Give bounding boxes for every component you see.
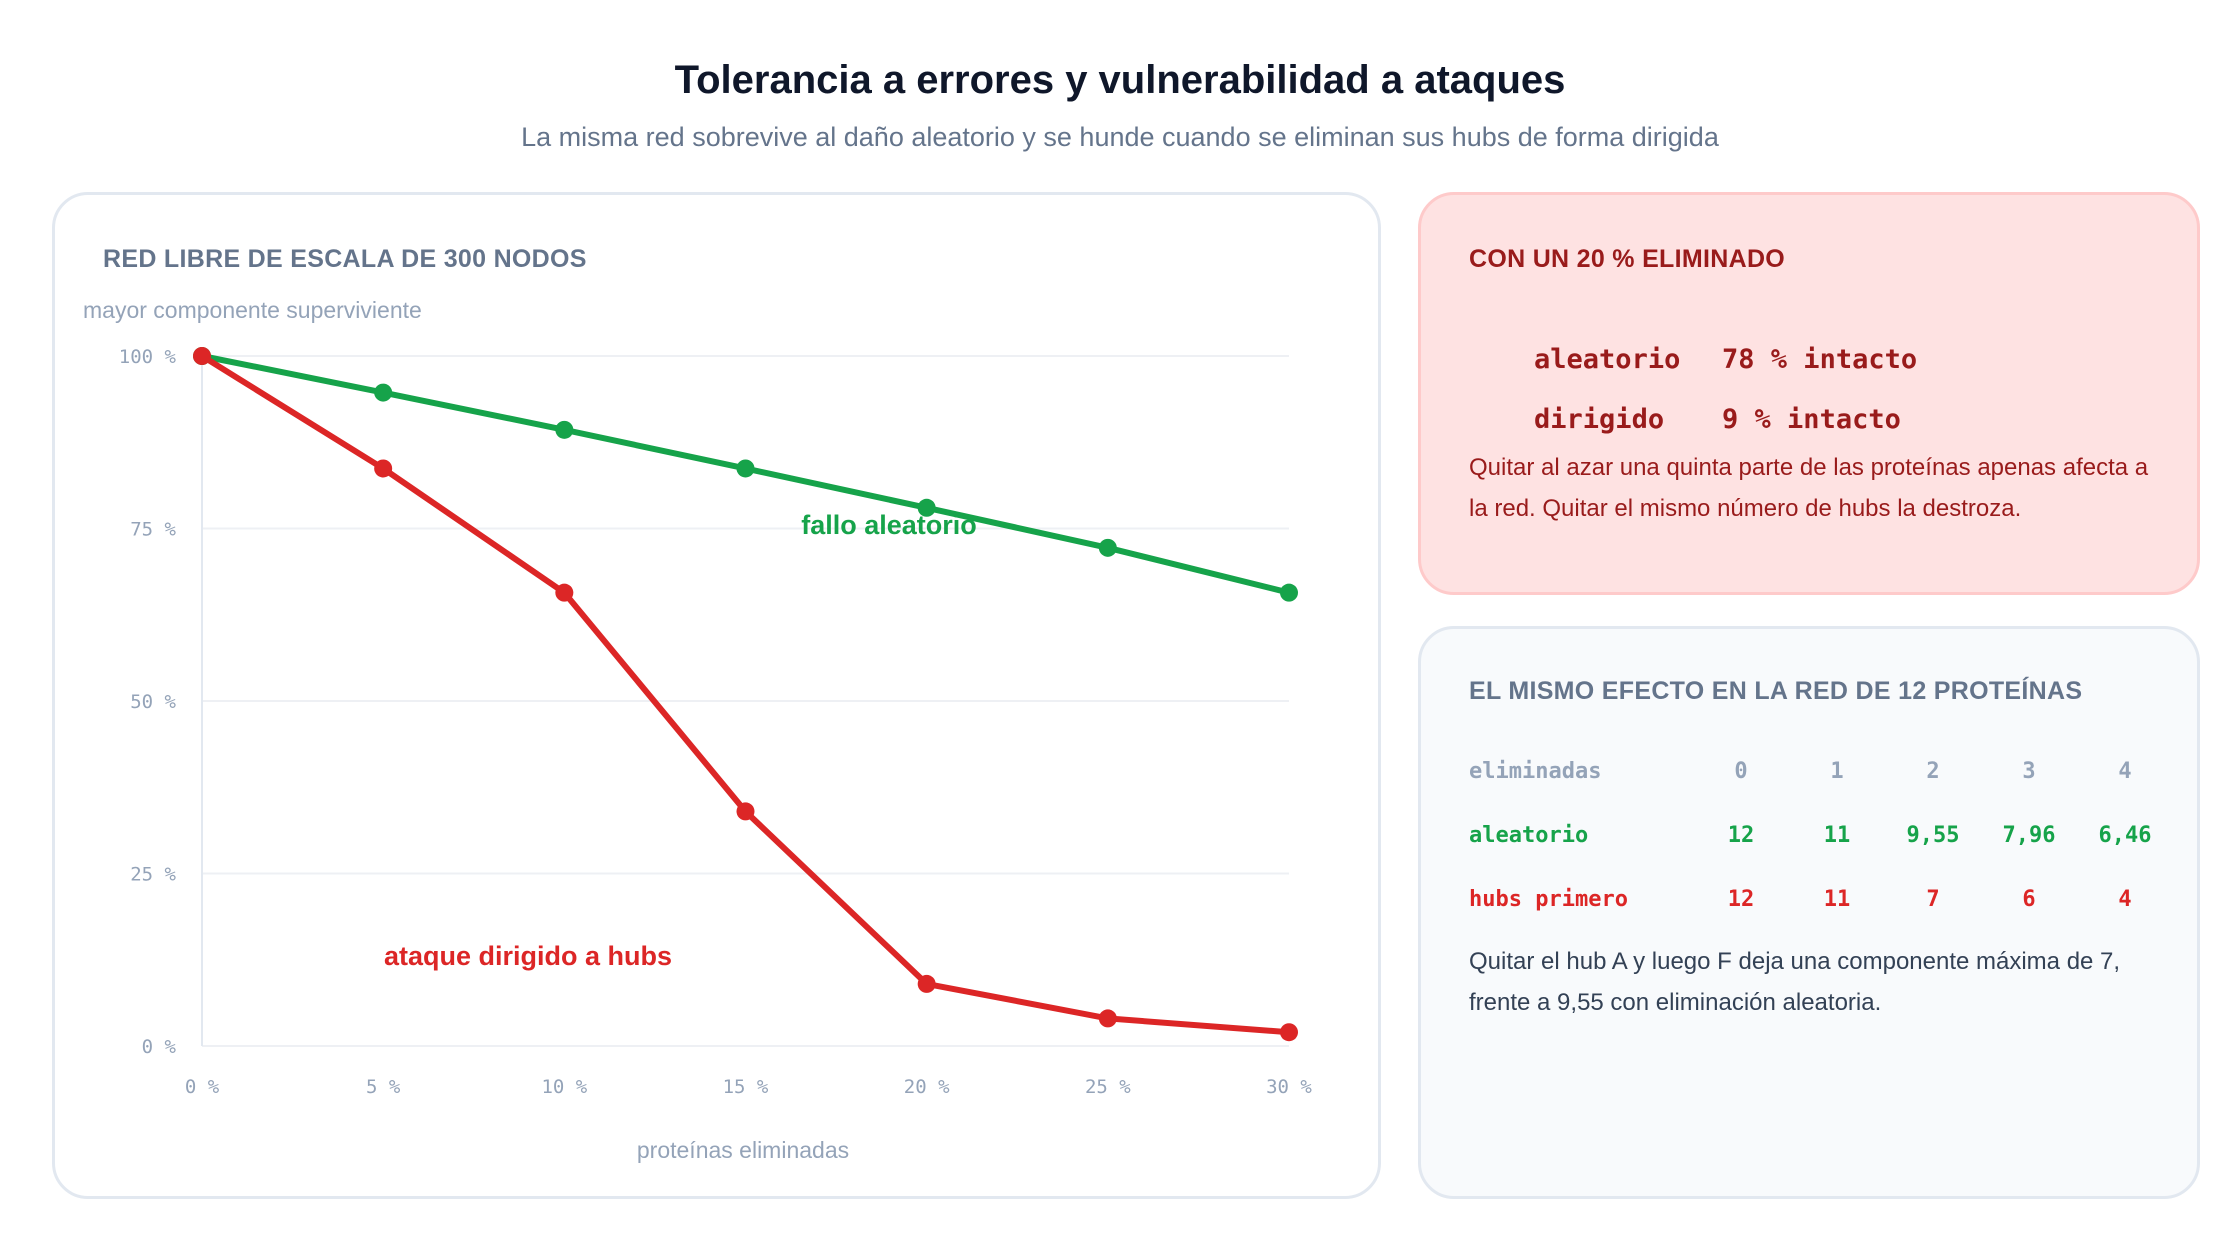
data-point bbox=[736, 802, 755, 821]
y-tick-label: 25 % bbox=[130, 864, 176, 886]
data-point bbox=[917, 974, 936, 993]
comparison-card: EL MISMO EFECTO EN LA RED DE 12 PROTEÍNA… bbox=[1418, 626, 2200, 1199]
data-point bbox=[374, 459, 393, 478]
stat-label: dirigido bbox=[1534, 404, 1665, 435]
stat-value: 9 % intacto bbox=[1722, 404, 1901, 435]
data-point bbox=[374, 383, 393, 402]
table-header-cell: 3 bbox=[2022, 758, 2036, 784]
table-row-random: aleatorio 12 11 9,55 7,96 6,46 bbox=[1469, 803, 2173, 867]
table-cell: aleatorio bbox=[1469, 822, 1589, 848]
x-axis-label: proteínas eliminadas bbox=[637, 1137, 849, 1163]
table-header-cell: 1 bbox=[1830, 758, 1844, 784]
table-header-cell: 4 bbox=[2118, 758, 2132, 784]
data-point bbox=[736, 459, 755, 478]
table-header-row: eliminadas 0 1 2 3 4 bbox=[1469, 739, 2173, 803]
stat-row-targeted: dirigido 9 % intacto bbox=[1469, 373, 1901, 466]
comparison-table: eliminadas 0 1 2 3 4 aleatorio 12 11 9,5… bbox=[1469, 739, 2173, 931]
data-point bbox=[193, 347, 211, 365]
table-cell: 6,46 bbox=[2098, 822, 2152, 848]
series-label-random: fallo aleatorio bbox=[801, 510, 977, 540]
data-point bbox=[917, 498, 936, 517]
y-tick-label: 100 % bbox=[119, 346, 177, 368]
chart-card: RED LIBRE DE ESCALA DE 300 NODOS mayor c… bbox=[52, 192, 1381, 1199]
x-tick-label: 25 % bbox=[1085, 1076, 1131, 1098]
table-cell: 9,55 bbox=[1906, 822, 1960, 848]
page-title: Tolerancia a errores y vulnerabilidad a … bbox=[674, 58, 1566, 102]
table-cell: 12 bbox=[1727, 886, 1755, 912]
x-tick-label: 5 % bbox=[366, 1076, 401, 1098]
comparison-note: Quitar el hub A y luego F deja una compo… bbox=[1469, 948, 2121, 1016]
x-tick-label: 30 % bbox=[1266, 1076, 1312, 1098]
table-cell: 6 bbox=[2022, 886, 2036, 912]
table-header-cell: 2 bbox=[1926, 758, 1940, 784]
data-point bbox=[1280, 583, 1298, 602]
table-header-cell: 0 bbox=[1734, 758, 1748, 784]
x-tick-label: 15 % bbox=[723, 1076, 769, 1098]
table-cell: 4 bbox=[2118, 886, 2132, 912]
data-point bbox=[1280, 1023, 1298, 1042]
x-tick-label: 0 % bbox=[185, 1076, 220, 1098]
data-point bbox=[1098, 1009, 1117, 1028]
table-cell: 11 bbox=[1823, 886, 1851, 912]
stat-label: aleatorio bbox=[1534, 344, 1681, 375]
page-subtitle: La misma red sobrevive al daño aleatorio… bbox=[521, 122, 1719, 152]
stat-value: 78 % intacto bbox=[1722, 344, 1918, 375]
stat-row-random: aleatorio 78 % intacto bbox=[1469, 313, 1917, 406]
table-cell: 7 bbox=[1926, 886, 1940, 912]
y-tick-label: 50 % bbox=[130, 691, 176, 713]
table-row-hubs: hubs primero 12 11 7 6 4 bbox=[1469, 867, 2173, 931]
table-cell: 7,96 bbox=[2002, 822, 2056, 848]
x-tick-label: 20 % bbox=[904, 1076, 950, 1098]
series-line-attack bbox=[199, 353, 1292, 1036]
table-cell: 11 bbox=[1823, 822, 1851, 848]
y-tick-label: 0 % bbox=[142, 1036, 177, 1058]
table-cell: hubs primero bbox=[1469, 886, 1628, 912]
table-cell: 12 bbox=[1727, 822, 1755, 848]
y-tick-label: 75 % bbox=[130, 519, 176, 541]
data-point bbox=[555, 420, 574, 439]
line-chart: mayor componente superviviente proteínas… bbox=[83, 297, 1312, 1163]
series-label-attack: ataque dirigido a hubs bbox=[384, 941, 672, 971]
chart-title: RED LIBRE DE ESCALA DE 300 NODOS bbox=[103, 245, 587, 273]
table-header-cell: eliminadas bbox=[1469, 758, 1602, 784]
data-point bbox=[1098, 538, 1117, 557]
data-point bbox=[555, 583, 574, 602]
alert-card: CON UN 20 % ELIMINADO aleatorio 78 % inta… bbox=[1418, 192, 2200, 595]
alert-note: Quitar al azar una quinta parte de las p… bbox=[1469, 454, 2149, 522]
x-tick-label: 10 % bbox=[541, 1076, 587, 1098]
y-axis-label: mayor componente superviviente bbox=[83, 297, 422, 323]
comparison-title: EL MISMO EFECTO EN LA RED DE 12 PROTEÍNA… bbox=[1469, 677, 2083, 705]
alert-title: CON UN 20 % ELIMINADO bbox=[1469, 245, 1786, 273]
